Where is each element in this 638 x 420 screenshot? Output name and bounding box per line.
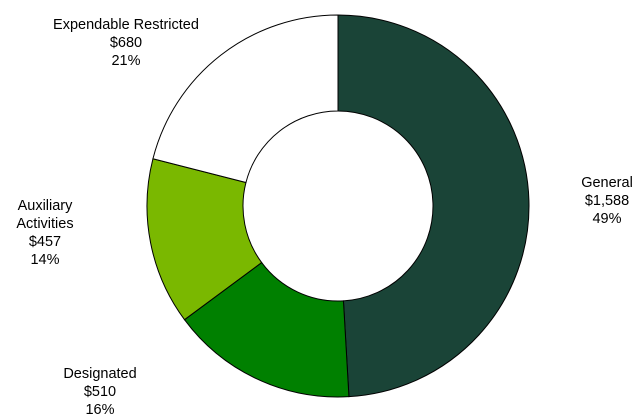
slice-value-label: $680 <box>110 35 142 51</box>
slice-label-expendable-restricted: Expendable Restricted $680 21% <box>53 17 199 69</box>
slice-name-line: Expendable Restricted <box>53 17 199 33</box>
slice-percent-label: 21% <box>111 53 140 69</box>
slice-name-line: Activities <box>16 216 73 232</box>
slice-name-line: General <box>581 175 633 191</box>
slice-expendable-restricted <box>152 14 339 184</box>
slice-designated <box>183 261 350 398</box>
slice-name-line: Auxiliary <box>18 198 74 214</box>
slice-percent-label: 14% <box>30 252 59 268</box>
slice-value-label: $457 <box>29 234 61 250</box>
slice-label-designated: Designated $510 16% <box>63 366 136 418</box>
slice-percent-label: 16% <box>85 402 114 418</box>
slice-value-label: $510 <box>84 384 116 400</box>
slice-name-line: Designated <box>63 366 136 382</box>
slice-labels: General $1,588 49% Designated $510 16% Auxilia… <box>16 17 632 418</box>
slice-label-general: General $1,588 49% <box>581 175 633 227</box>
slice-value-label: $1,588 <box>585 193 629 209</box>
slice-general <box>337 14 530 398</box>
slice-label-auxiliary-activities: Auxiliary Activities $457 14% <box>16 198 73 268</box>
donut-slices <box>146 14 530 398</box>
slice-percent-label: 49% <box>592 211 621 227</box>
